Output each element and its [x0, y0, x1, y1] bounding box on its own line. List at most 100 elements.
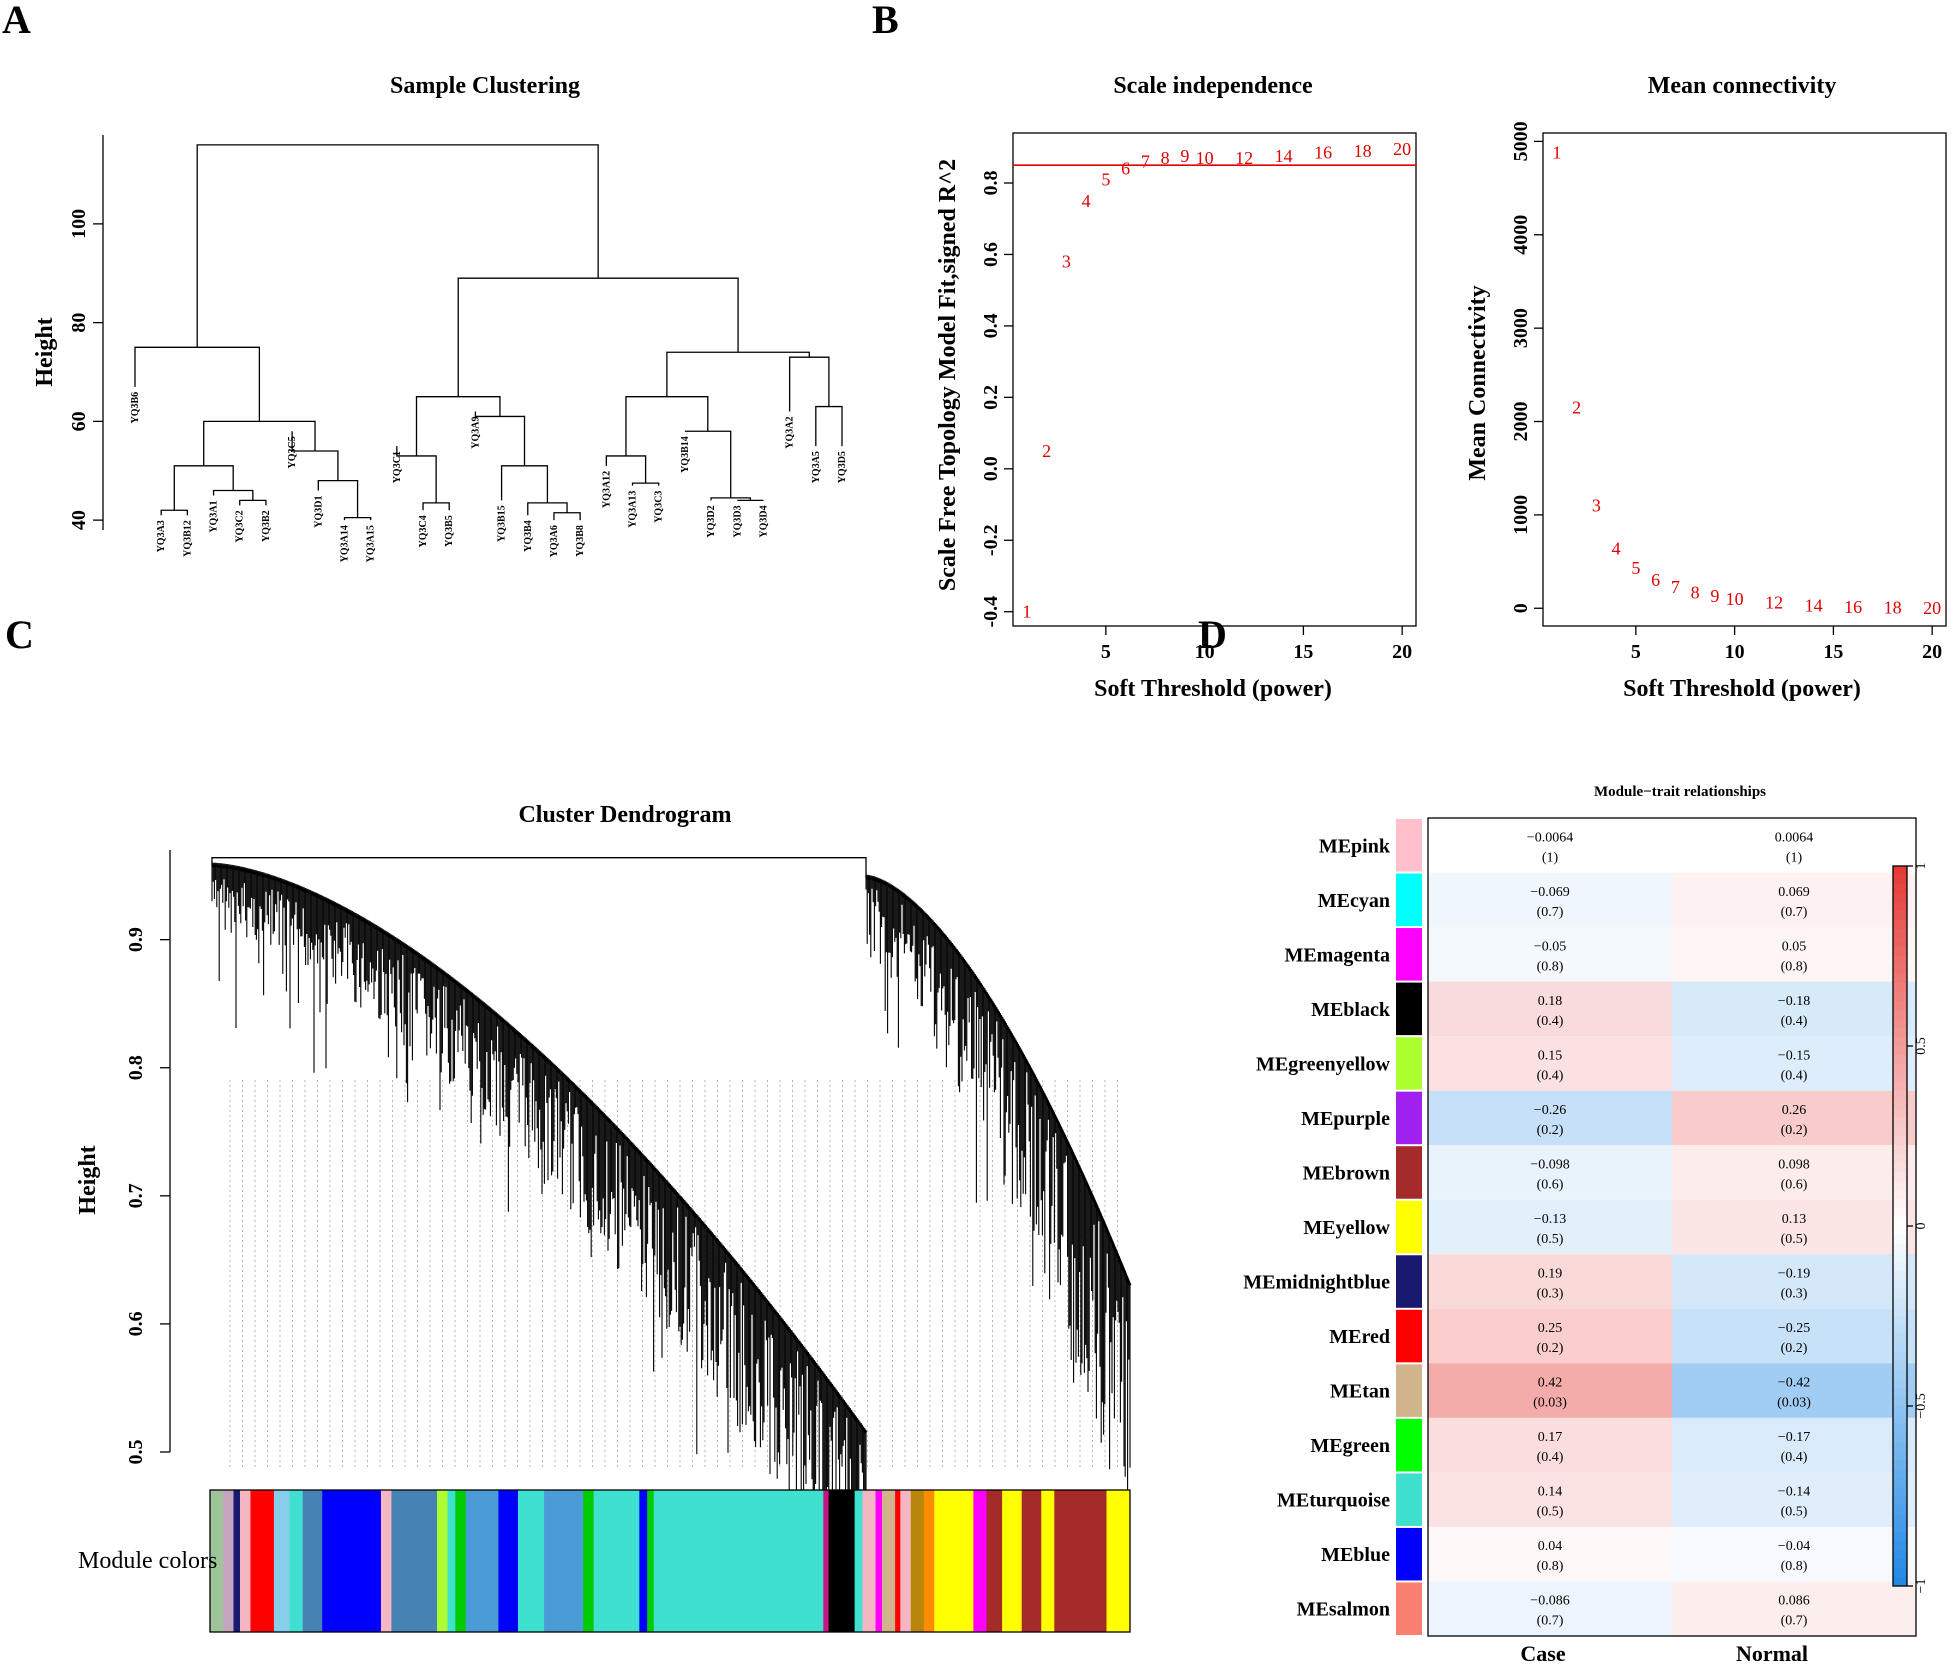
panel-d-case-p: (0.6)	[1537, 1177, 1564, 1192]
panel-d-colorbar-step	[1893, 1577, 1907, 1587]
panel-d-colorbar-step	[1893, 929, 1907, 939]
panel-b2-point: 3	[1592, 496, 1601, 516]
panel-a-ytick-label: 100	[68, 209, 90, 239]
panel-d-module-swatch	[1396, 1582, 1422, 1635]
panel-a-leaf-label: YQ3A1	[209, 500, 220, 532]
panel-c-module-color-segment	[223, 1490, 234, 1632]
panel-d-normal-p: (0.7)	[1781, 905, 1808, 920]
panel-d-normal-r: 0.086	[1778, 1594, 1810, 1609]
panel-c-module-color-segment	[437, 1490, 448, 1632]
panel-d-colorbar-step	[1893, 893, 1907, 903]
panel-d-colorbar-step	[1893, 1325, 1907, 1335]
panel-b1-point: 4	[1082, 191, 1091, 211]
panel-c-module-color-segment	[875, 1490, 883, 1632]
panel-c-cluster-right-trunk	[865, 876, 1132, 1287]
panel-d-colorbar-step	[1893, 965, 1907, 975]
panel-letter-c: C	[5, 612, 34, 657]
panel-b1-xtick-label: 15	[1293, 641, 1313, 663]
panel-d-normal-p: (0.03)	[1777, 1396, 1811, 1411]
panel-d-case-p: (0.8)	[1537, 1559, 1564, 1574]
panel-d-colorbar-step	[1893, 1109, 1907, 1119]
panel-d-normal-p: (0.8)	[1781, 959, 1808, 974]
panel-d-module-swatch	[1396, 982, 1422, 1036]
panel-c-module-color-segment	[986, 1490, 1003, 1632]
panel-d-colorbar-step	[1893, 866, 1907, 876]
panel-d-normal-r: 0.0064	[1775, 830, 1814, 845]
panel-d-colorbar-step	[1893, 1010, 1907, 1020]
panel-d-title: Module−trait relationships	[1594, 784, 1766, 800]
panel-d-colorbar-step	[1893, 1199, 1907, 1209]
panel-d-colorbar-step	[1893, 1181, 1907, 1191]
panel-d-case-r: −0.26	[1534, 1103, 1566, 1118]
panel-d-cell-case	[1428, 927, 1672, 982]
panel-a-leaf-label: YQ3B6	[130, 392, 141, 424]
panel-d-colorbar-label: 0	[1914, 1223, 1929, 1230]
panel-d-case-r: 0.42	[1538, 1376, 1563, 1391]
panel-c-module-color-segment	[391, 1490, 438, 1632]
panel-b2-xtick-label: 15	[1823, 641, 1843, 663]
panel-a-leaf-label: YQ3D1	[313, 496, 324, 528]
panel-d-colorbar-step	[1893, 1487, 1907, 1497]
panel-b2-ytick-label: 3000	[1510, 308, 1532, 348]
panel-a-leaf-label: YQ3C1	[392, 451, 403, 483]
panel-a-merge	[343, 517, 372, 521]
panel-d-module-swatch	[1396, 1418, 1422, 1472]
panel-d-case-p: (0.7)	[1537, 905, 1564, 920]
panel-d-colorbar-step	[1893, 1046, 1907, 1056]
panel-d-case-p: (0.4)	[1537, 1450, 1564, 1465]
panel-d-colorbar-step	[1893, 1532, 1907, 1542]
panel-a-merge	[553, 512, 581, 521]
panel-b2-point: 9	[1710, 586, 1719, 606]
panel-b-mean-connectivity: Mean connectivity Mean Connectivity Soft…	[1465, 73, 1947, 702]
panel-d-row-label: MEblue	[1321, 1544, 1390, 1566]
panel-d-case-r: 0.19	[1538, 1267, 1563, 1282]
panel-b2-point: 8	[1691, 582, 1700, 602]
panel-d-module-swatch	[1396, 1037, 1422, 1090]
panel-a-leaf-label: YQ3A15	[366, 525, 377, 562]
panel-c-module-color-segment	[639, 1490, 648, 1632]
panel-d-case-r: 0.04	[1538, 1539, 1563, 1554]
panel-d-cell-case	[1428, 1472, 1672, 1527]
panel-a-leaf-label: YQ3B14	[680, 436, 691, 473]
panel-d-colorbar-step	[1893, 1541, 1907, 1551]
panel-d-colorbar-step	[1893, 1433, 1907, 1443]
panel-d-case-r: −0.13	[1534, 1212, 1566, 1227]
panel-d-row-label: MEbrown	[1303, 1162, 1390, 1184]
panel-d-row-label: MEpurple	[1301, 1108, 1390, 1130]
panel-d-cell-case	[1428, 1254, 1672, 1309]
panel-d-normal-p: (0.4)	[1781, 1014, 1808, 1029]
panel-d-colorbar-step	[1893, 911, 1907, 921]
panel-d-colorbar-step	[1893, 1217, 1907, 1227]
panel-b1-point: 3	[1062, 252, 1071, 272]
panel-b1-point: 12	[1235, 148, 1253, 168]
panel-d-colorbar-step	[1893, 1073, 1907, 1083]
panel-c-title: Cluster Dendrogram	[518, 802, 731, 828]
panel-d-case-p: (1)	[1542, 850, 1559, 865]
panel-b2-xtick-label: 5	[1631, 641, 1641, 663]
panel-a-merge	[212, 489, 254, 501]
panel-d-colorbar-step	[1893, 1379, 1907, 1389]
panel-c-module-color-segment	[923, 1490, 935, 1632]
panel-a-merge	[422, 502, 450, 511]
panel-c-module-color-segment	[455, 1490, 467, 1632]
panel-d-case-p: (0.4)	[1537, 1068, 1564, 1083]
panel-b-scale-independence: Scale independence Scale Free Topology M…	[935, 73, 1417, 702]
panel-b1-ytick-label: 0.4	[980, 313, 1002, 338]
panel-d-colorbar-step	[1893, 1145, 1907, 1155]
panel-c-module-color-segment	[544, 1490, 584, 1632]
panel-c-color-bar-frame	[209, 1489, 1131, 1633]
panel-d-module-swatch	[1396, 1200, 1422, 1254]
panel-d-normal-r: −0.17	[1778, 1430, 1810, 1445]
panel-d-case-p: (0.7)	[1537, 1614, 1564, 1629]
panel-d-row-label: MEred	[1329, 1326, 1390, 1348]
panel-c-ytick-label: 0.6	[125, 1311, 147, 1336]
panel-d-row-label: MEsalmon	[1297, 1599, 1390, 1621]
panel-b1-ytick-label: 0.0	[980, 456, 1002, 481]
panel-a-leaf-label: YQ3C3	[654, 491, 665, 523]
panel-a-merge	[605, 455, 647, 484]
panel-a-merge	[173, 465, 234, 511]
panel-d-colorbar-step	[1893, 1271, 1907, 1281]
panel-d-colorbar-step	[1893, 1298, 1907, 1308]
panel-d-colorbar-step	[1893, 1469, 1907, 1479]
